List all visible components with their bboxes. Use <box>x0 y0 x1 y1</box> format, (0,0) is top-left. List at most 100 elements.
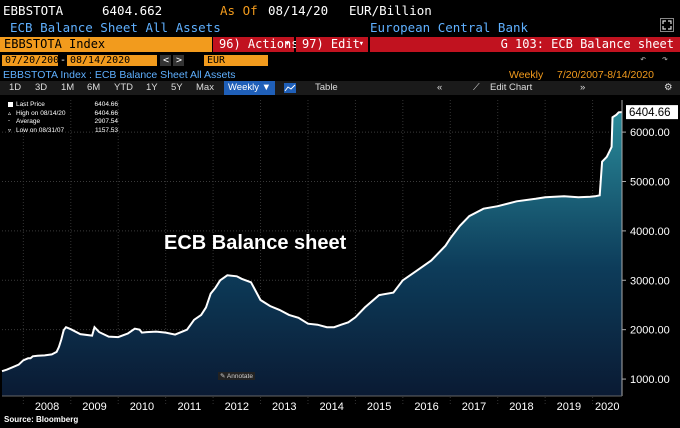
next-period-button[interactable]: > <box>173 55 184 66</box>
range-button-ytd[interactable]: YTD <box>114 82 133 93</box>
source-name: European Central Bank <box>370 20 529 35</box>
graph-title: G 103: ECB Balance sheet <box>500 37 674 51</box>
legend-last-price: Last Price 6404.66 <box>8 101 118 110</box>
security-description: ECB Balance Sheet All Assets <box>10 20 221 35</box>
edit-label: 97) Edit <box>302 37 360 51</box>
triangle-up-icon: ▵ <box>8 110 12 117</box>
x-tick-label: 2009 <box>82 401 106 413</box>
x-tick-label: 2011 <box>178 401 202 413</box>
y-tick-label: 2000.00 <box>630 325 670 337</box>
x-tick-label: 2019 <box>557 401 581 413</box>
range-button-1m[interactable]: 1M <box>61 82 75 93</box>
range-button-3d[interactable]: 3D <box>35 82 48 93</box>
y-tick-label: 1000.00 <box>630 374 670 386</box>
chart-svg: 1000.00 2000.00 3000.00 4000.00 5000.00 6000.… <box>1 100 678 413</box>
chart-title: ECB Balance sheet <box>164 232 347 254</box>
legend-last-price-label: Last Price <box>16 101 45 108</box>
settings-icon[interactable]: ⚙ <box>664 82 673 93</box>
table-button[interactable]: Table <box>315 82 338 93</box>
description-row: ECB Balance Sheet All Assets European Ce… <box>0 18 680 36</box>
redo-icon[interactable]: ↷ <box>662 54 669 65</box>
line-chart-icon[interactable] <box>284 81 298 95</box>
collapse-icon[interactable]: « <box>437 82 443 93</box>
edit-chart-button[interactable]: Edit Chart <box>490 82 533 93</box>
x-tick-label: 2010 <box>130 401 154 413</box>
chart-area: 1000.00 2000.00 3000.00 4000.00 5000.00 6000.… <box>0 96 680 428</box>
range-label: 7/20/2007-8/14/2020 <box>557 69 654 81</box>
legend-last-price-value: 6404.66 <box>94 101 119 108</box>
series-area <box>2 112 622 396</box>
y-tick-label: 6000.00 <box>630 127 670 139</box>
legend-average-value: 2907.54 <box>94 118 119 125</box>
security-input[interactable]: EBBSTOTA Index <box>0 37 212 52</box>
range-button-bar: 1D 3D 1M 6M YTD 1Y 5Y Max Weekly ▼ Table… <box>0 81 680 95</box>
x-tick-label: 2013 <box>272 401 296 413</box>
y-tick-label: 4000.00 <box>630 226 670 238</box>
legend-low-label: Low on 08/31/07 <box>16 126 65 134</box>
frequency-label: Weekly <box>509 69 544 81</box>
dash-icon: - <box>8 118 10 124</box>
expand-panel-icon[interactable]: » <box>580 82 586 93</box>
range-button-max[interactable]: Max <box>196 82 214 93</box>
command-toolbar: EBBSTOTA Index 96) Actions ▾ 97) Edit ▾ … <box>0 37 680 53</box>
pencil-icon: ✎ <box>220 373 226 380</box>
date-range-row: 07/20/2007 - 08/14/2020 < > EUR ↶ ↷ <box>0 54 680 67</box>
legend-high: ▵ High on 08/14/20 6404.66 <box>8 110 118 119</box>
date-dash: - <box>60 55 67 66</box>
chevron-down-icon: ▾ <box>358 39 364 49</box>
currency-select[interactable]: EUR <box>204 55 268 66</box>
x-tick-label: 2008 <box>35 401 59 413</box>
x-tick-label: 2014 <box>319 401 343 413</box>
square-icon <box>8 102 13 107</box>
y-tick-label: 3000.00 <box>630 275 670 287</box>
last-value-label: 6404.66 <box>629 107 671 119</box>
units-label: EUR/Billion <box>349 3 432 18</box>
legend-average-label: Average <box>16 118 41 125</box>
range-button-1d[interactable]: 1D <box>9 82 22 93</box>
start-date-input[interactable]: 07/20/2007 <box>2 55 65 66</box>
start-date: 07/20/2007 <box>5 55 66 66</box>
graph-title-bar: G 103: ECB Balance sheet <box>370 37 680 52</box>
actions-label: 96) Actions <box>219 37 299 51</box>
range-button-5y[interactable]: 5Y <box>171 82 183 93</box>
last-value-box <box>626 105 678 120</box>
x-tick-label: 2017 <box>462 401 486 413</box>
as-of-date: 08/14/20 <box>268 3 329 18</box>
range-button-1y[interactable]: 1Y <box>146 82 158 93</box>
undo-icon[interactable]: ↶ <box>640 54 647 65</box>
y-tick-label: 5000.00 <box>630 176 670 188</box>
source-label: Source: Bloomberg <box>4 415 79 424</box>
range-button-6m[interactable]: 6M <box>87 82 101 93</box>
legend-high-label: High on 08/14/20 <box>16 109 66 117</box>
legend-low-value: 1157.53 <box>94 126 118 134</box>
chevron-down-icon: ▾ <box>284 39 290 49</box>
legend-low: ▿ Low on 08/31/07 1157.53 <box>8 127 118 136</box>
legend-average: - Average 2907.54 <box>8 118 118 127</box>
prev-period-button[interactable]: < <box>160 55 171 66</box>
last-value: 6404.662 <box>102 3 163 18</box>
as-of-label: As Of <box>220 3 258 18</box>
ticker-header: EBBSTOTA 6404.662 As Of 08/14/20 EUR/Bil… <box>0 3 680 19</box>
x-tick-label: 2015 <box>367 401 391 413</box>
series-line <box>1 111 623 373</box>
triangle-down-icon: ▿ <box>8 127 12 134</box>
expand-icon[interactable] <box>660 18 674 32</box>
end-date-input[interactable]: 08/14/2020 <box>67 55 157 66</box>
x-tick-label: 2012 <box>225 401 249 413</box>
end-date: 08/14/2020 <box>70 55 131 66</box>
x-tick-label: 2020 <box>595 401 619 413</box>
subtitle-left: EBBSTOTA Index : ECB Balance Sheet All A… <box>3 69 236 81</box>
annotate-label: Annotate <box>226 373 253 380</box>
edit-chart-icon[interactable]: ⟋ <box>473 82 480 93</box>
legend-box: Last Price 6404.66 ▵ High on 08/14/20 64… <box>8 101 118 135</box>
annotate-button[interactable]: ✎ Annotate <box>218 372 255 380</box>
actions-menu-button[interactable]: 96) Actions ▾ <box>213 37 298 52</box>
security-input-value: EBBSTOTA Index <box>4 37 106 51</box>
ticker-symbol: EBBSTOTA <box>3 3 64 18</box>
period-select[interactable]: Weekly ▼ <box>224 81 276 95</box>
chevron-left-icon: < <box>163 55 170 66</box>
x-tick-label: 2018 <box>509 401 533 413</box>
edit-menu-button[interactable]: 97) Edit ▾ <box>296 37 368 52</box>
chart-subtitle-row: EBBSTOTA Index : ECB Balance Sheet All A… <box>0 69 680 81</box>
x-tick-label: 2016 <box>414 401 438 413</box>
